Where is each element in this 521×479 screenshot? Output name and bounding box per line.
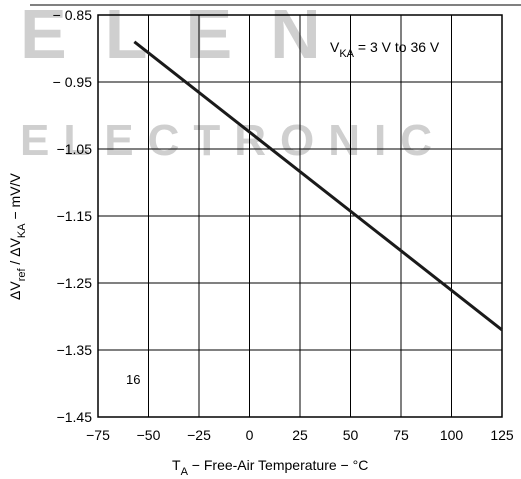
- y-tick-label: −1.05: [57, 141, 93, 157]
- x-tick-label: 75: [393, 427, 409, 443]
- y-tick-label: −1.15: [57, 208, 93, 224]
- y-tick-label: −1.25: [57, 275, 93, 291]
- series-line: [134, 42, 502, 330]
- x-tick-label: 25: [292, 427, 308, 443]
- y-tick-label: − 0.85: [53, 7, 93, 23]
- grid: [98, 15, 502, 417]
- x-tick-labels: −75 −50 −25 0 25 50 75 100 125: [86, 427, 514, 443]
- y-tick-label: −1.45: [57, 409, 93, 425]
- x-axis-label: TA − Free-Air Temperature − °C: [172, 457, 368, 478]
- x-tick-label: 100: [440, 427, 464, 443]
- x-tick-label: −50: [137, 427, 161, 443]
- series-group: [134, 42, 502, 330]
- x-tick-label: −25: [187, 427, 211, 443]
- x-tick-label: 50: [343, 427, 359, 443]
- x-tick-label: 0: [246, 427, 254, 443]
- figure-number: 16: [126, 372, 140, 387]
- x-tick-label: 125: [490, 427, 514, 443]
- x-tick-label: −75: [86, 427, 110, 443]
- y-axis-label: ΔVref / ΔVKA − mV/V: [7, 173, 28, 300]
- y-tick-label: −1.35: [57, 342, 93, 358]
- y-tick-label: − 0.95: [53, 74, 93, 90]
